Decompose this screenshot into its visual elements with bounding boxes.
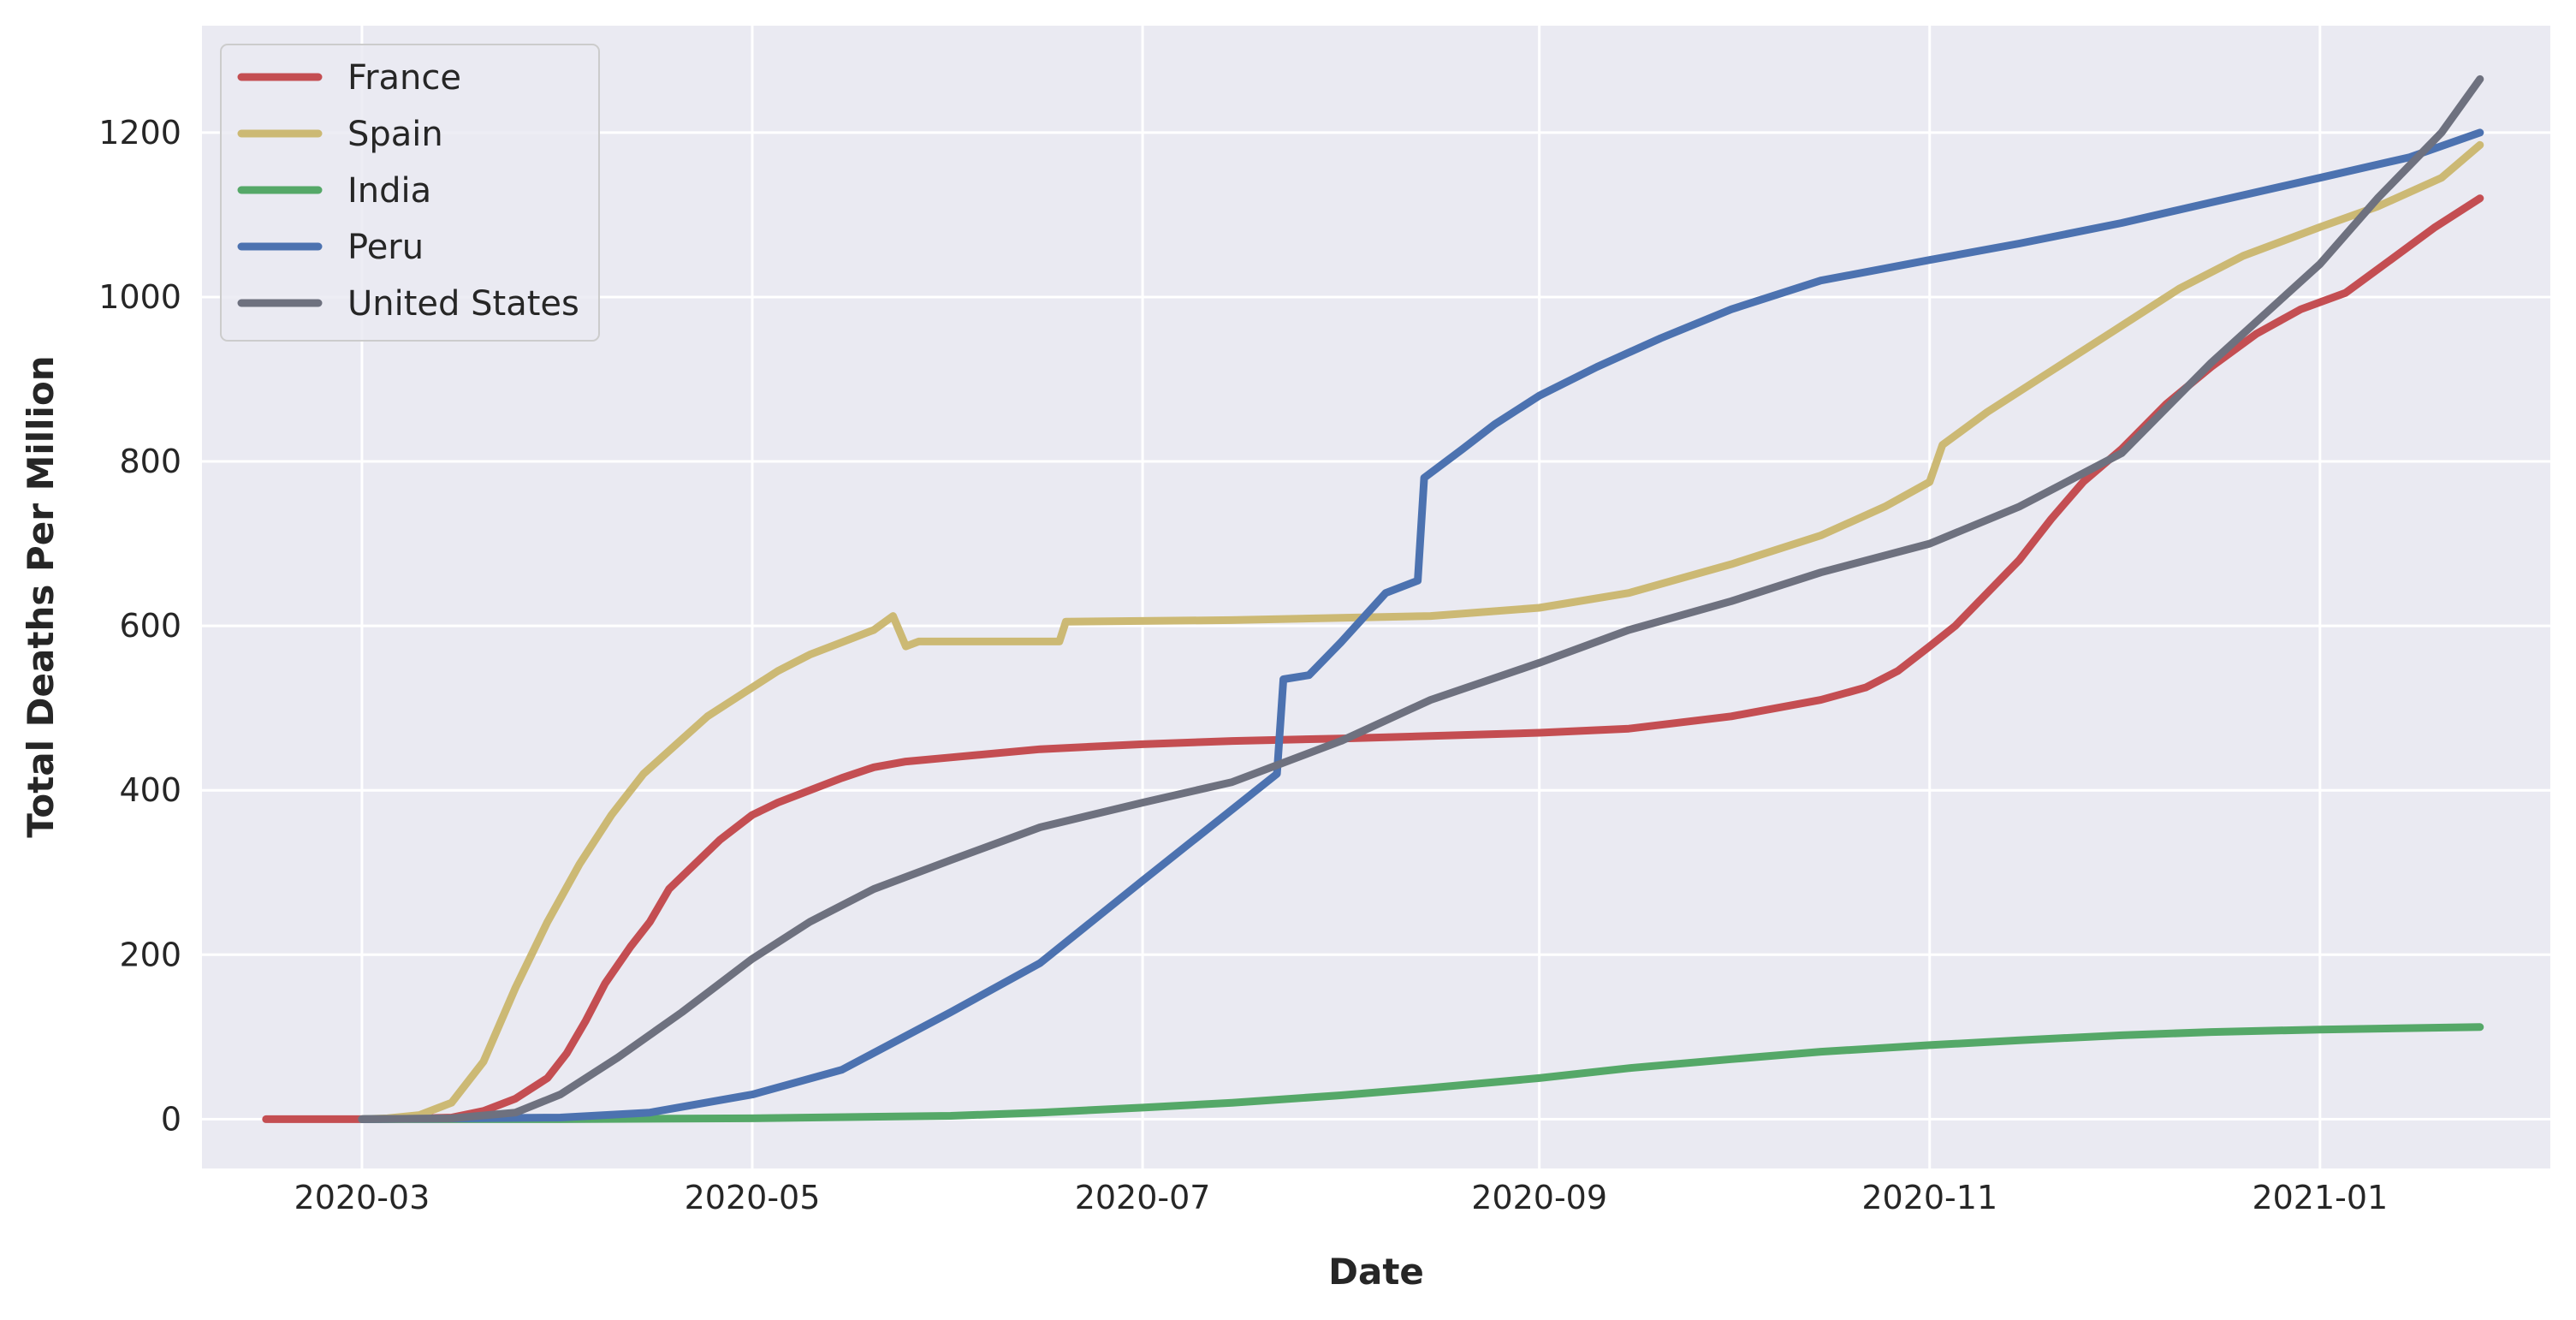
x-axis-ticks: 2020-03 2020-05 2020-07 2020-09 2020-11 2021-… <box>294 1179 2389 1216</box>
y-axis-title: Total Deaths Per Million <box>20 355 62 837</box>
x-tick-label: 2021-01 <box>2252 1179 2388 1216</box>
x-tick-label: 2020-09 <box>1471 1179 1607 1216</box>
legend: France Spain India Peru United States <box>220 44 600 342</box>
legend-label: United States <box>347 284 579 324</box>
grid-lines <box>202 26 2550 1168</box>
series-lines <box>262 74 2484 1123</box>
x-tick-label: 2020-07 <box>1075 1179 1211 1216</box>
legend-label: France <box>347 58 461 98</box>
y-tick-label: 600 <box>119 607 181 645</box>
series-line-spain <box>358 140 2484 1123</box>
series-line-india <box>358 1023 2484 1123</box>
x-tick-label: 2020-11 <box>1861 1179 1997 1216</box>
x-tick-label: 2020-05 <box>685 1179 821 1216</box>
legend-box <box>220 44 600 342</box>
legend-label: Peru <box>347 228 424 267</box>
y-tick-label: 200 <box>119 936 181 973</box>
y-tick-label: 400 <box>119 771 181 809</box>
series-line-united-states <box>358 74 2484 1123</box>
x-tick-label: 2020-03 <box>294 1179 430 1216</box>
series-line-peru <box>358 128 2484 1123</box>
y-tick-label: 1000 <box>98 278 181 316</box>
y-tick-label: 800 <box>119 443 181 480</box>
y-tick-label: 0 <box>161 1100 181 1138</box>
y-tick-label: 1200 <box>98 114 181 152</box>
legend-label: Spain <box>347 115 443 154</box>
x-axis-title: Date <box>1328 1251 1424 1293</box>
legend-label: India <box>347 171 431 211</box>
y-axis-ticks: 0 200 400 600 800 1000 1200 <box>98 114 181 1139</box>
